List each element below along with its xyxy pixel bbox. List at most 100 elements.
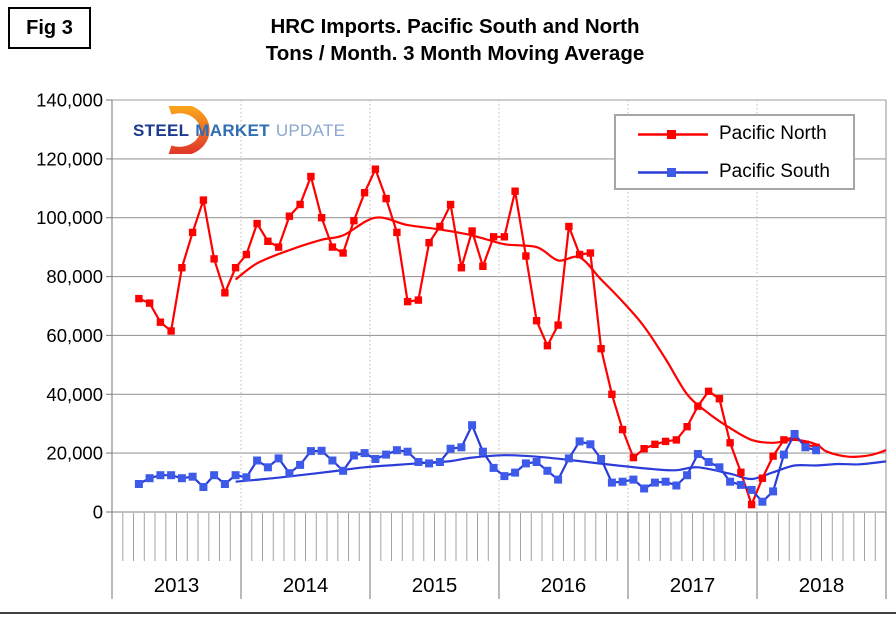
x-axis-year-label: 2018: [799, 574, 845, 597]
data-point-marker: [156, 471, 165, 480]
y-axis-label: 140,000: [36, 90, 103, 111]
x-axis-year-label: 2015: [412, 574, 458, 597]
data-point-marker: [392, 446, 401, 455]
data-point-marker: [145, 299, 154, 307]
data-point-marker: [156, 318, 165, 326]
data-point-marker: [382, 194, 390, 203]
legend-label-pacific-north: Pacific North: [719, 123, 827, 144]
data-point-marker: [651, 440, 659, 448]
data-point-marker: [683, 423, 691, 431]
logo-word-market: MARKET: [195, 121, 270, 140]
y-axis-label: 80,000: [46, 266, 103, 287]
steel-market-update-logo: STEEL MARKET UPDATE: [120, 106, 345, 154]
y-axis-label: 20,000: [46, 443, 103, 464]
data-point-marker: [715, 395, 724, 403]
data-point-marker: [403, 447, 412, 456]
data-point-marker: [393, 228, 401, 237]
data-point-marker: [285, 469, 294, 478]
data-point-marker: [597, 345, 605, 353]
data-point-marker: [640, 445, 648, 453]
data-point-marker: [790, 430, 799, 438]
data-point-marker: [586, 249, 595, 257]
data-point-marker: [339, 466, 348, 475]
data-point-marker: [683, 471, 692, 480]
data-point-marker: [597, 455, 606, 463]
data-point-marker: [307, 172, 315, 181]
chart-title: HRC Imports. Pacific South and North Ton…: [266, 13, 644, 67]
data-point-marker: [177, 474, 186, 483]
data-point-marker: [210, 471, 219, 480]
data-point-marker: [457, 443, 466, 452]
data-point-marker: [489, 463, 498, 472]
data-point-marker: [221, 289, 229, 297]
data-point-marker: [747, 500, 756, 509]
data-point-marker: [737, 468, 745, 476]
data-point-marker: [414, 458, 423, 466]
data-point-marker: [468, 227, 476, 235]
data-point-marker: [199, 196, 208, 204]
data-point-marker: [704, 387, 713, 395]
data-point-marker: [242, 250, 251, 259]
data-point-marker: [436, 222, 444, 231]
figure-number-box: Fig 3: [8, 7, 91, 49]
y-axis-label: 120,000: [36, 148, 103, 169]
data-point-marker: [468, 421, 477, 430]
data-point-marker: [500, 472, 509, 481]
chart-title-line2: Tons / Month. 3 Month Moving Average: [265, 42, 645, 65]
data-point-marker: [522, 252, 530, 260]
data-point-marker: [296, 460, 305, 469]
data-point-marker: [296, 200, 304, 209]
data-point-marker: [188, 228, 197, 237]
data-point-marker: [769, 452, 777, 460]
legend-item-pacific-south: Pacific South: [616, 160, 830, 184]
logo-wordmark: STEEL MARKET UPDATE: [133, 121, 345, 141]
data-point-marker: [769, 487, 778, 496]
data-point-marker: [134, 480, 143, 488]
data-point-marker: [661, 437, 670, 446]
data-point-marker: [565, 222, 573, 231]
data-point-marker: [479, 262, 487, 270]
data-point-marker: [371, 165, 380, 173]
data-point-marker: [650, 478, 659, 487]
data-point-marker: [694, 402, 702, 410]
legend-label-pacific-south: Pacific South: [719, 161, 830, 182]
data-series-line: [138, 166, 817, 508]
data-point-marker: [758, 497, 767, 506]
data-point-marker: [779, 450, 788, 459]
data-point-marker: [242, 473, 251, 482]
data-point-marker: [511, 468, 520, 477]
data-point-marker: [220, 480, 229, 488]
data-point-marker: [317, 214, 326, 222]
y-axis-label: 100,000: [36, 207, 103, 228]
legend-item-pacific-north: Pacific North: [616, 122, 827, 146]
data-point-marker: [629, 453, 638, 462]
data-point-marker: [812, 446, 821, 455]
data-point-marker: [543, 342, 552, 350]
data-point-marker: [263, 463, 272, 472]
figure-number-label: Fig 3: [26, 16, 73, 39]
data-point-marker: [554, 321, 562, 329]
data-point-marker: [543, 466, 552, 475]
x-axis-year-label: 2013: [154, 574, 200, 597]
data-point-marker: [231, 264, 240, 272]
data-point-marker: [317, 446, 326, 455]
data-point-marker: [328, 243, 337, 251]
data-point-marker: [715, 463, 724, 472]
data-point-marker: [135, 294, 143, 303]
data-point-marker: [446, 200, 455, 209]
data-point-marker: [253, 456, 262, 465]
data-point-marker: [349, 451, 358, 460]
y-axis-label: 0: [93, 502, 103, 523]
data-point-marker: [285, 212, 294, 220]
data-point-marker: [274, 243, 283, 251]
data-point-marker: [339, 249, 347, 257]
data-point-marker: [726, 477, 735, 486]
y-axis-label: 40,000: [46, 384, 103, 405]
data-point-marker: [145, 474, 154, 483]
data-point-marker: [661, 477, 670, 486]
data-point-marker: [736, 480, 745, 489]
data-point-marker: [306, 447, 315, 456]
x-axis-year-label: 2016: [541, 574, 587, 597]
data-point-marker: [167, 471, 176, 480]
data-point-marker: [274, 454, 283, 463]
